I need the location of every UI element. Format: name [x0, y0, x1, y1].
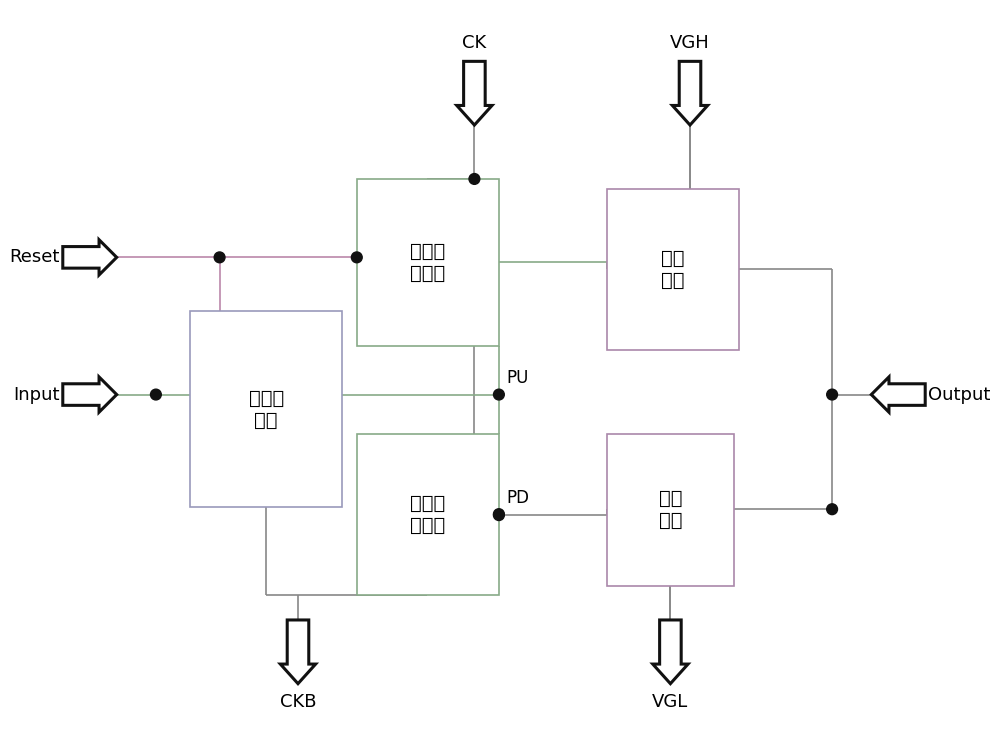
Text: PU: PU: [507, 369, 529, 386]
Text: Output: Output: [928, 386, 991, 404]
Polygon shape: [63, 377, 117, 413]
Bar: [607, 189, 739, 351]
Bar: [190, 311, 342, 507]
Circle shape: [351, 252, 362, 263]
Text: 预充电
模块: 预充电 模块: [249, 389, 284, 430]
Circle shape: [827, 504, 838, 515]
Polygon shape: [457, 61, 492, 125]
Polygon shape: [871, 377, 925, 413]
Text: VGH: VGH: [670, 34, 710, 51]
Text: 下拉控
制模块: 下拉控 制模块: [410, 494, 445, 535]
Text: CKB: CKB: [280, 694, 316, 712]
Text: 下拉
模块: 下拉 模块: [659, 489, 682, 530]
Circle shape: [469, 174, 480, 184]
Bar: [357, 433, 499, 595]
Text: CK: CK: [462, 34, 487, 51]
Polygon shape: [672, 61, 708, 125]
Polygon shape: [653, 620, 688, 683]
Text: 上拉
模块: 上拉 模块: [661, 249, 685, 290]
Circle shape: [150, 389, 161, 400]
Bar: [357, 179, 499, 345]
Circle shape: [494, 389, 504, 400]
Circle shape: [494, 509, 504, 519]
Circle shape: [827, 389, 838, 400]
Text: VGL: VGL: [652, 694, 689, 712]
Text: 上拉控
制模块: 上拉控 制模块: [410, 242, 445, 283]
Text: Reset: Reset: [9, 248, 60, 266]
Text: Input: Input: [13, 386, 60, 404]
Text: PD: PD: [507, 489, 530, 507]
Circle shape: [494, 510, 504, 521]
Polygon shape: [63, 239, 117, 275]
Circle shape: [214, 252, 225, 263]
Polygon shape: [280, 620, 316, 683]
Bar: [607, 433, 734, 586]
